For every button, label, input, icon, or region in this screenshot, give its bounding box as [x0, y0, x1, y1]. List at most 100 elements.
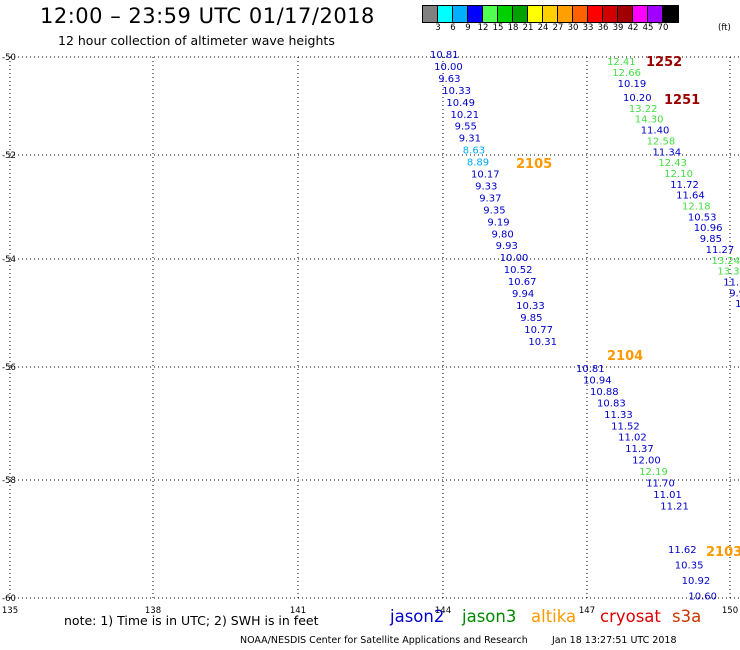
latitude-label: -58 [2, 476, 16, 486]
scale-label: 30 [567, 23, 579, 33]
pass-2104: 10.8110.9410.8810.8311.3311.5211.0211.37… [576, 349, 689, 512]
scale-swatch [423, 6, 438, 22]
wave-height-reading: 12.00 [632, 456, 661, 467]
footer-note: note: 1) Time is in UTC; 2) SWH is in fe… [64, 613, 319, 628]
scale-swatch [453, 6, 468, 22]
wave-height-reading: 9.94 [512, 289, 534, 300]
scale-label: 45 [642, 23, 654, 33]
scale-label: 27 [552, 23, 564, 33]
satellite-legend-jason3: jason3 [462, 607, 517, 626]
scale-label: 39 [612, 23, 624, 33]
wave-height-reading: 14.30 [635, 115, 664, 126]
wave-height-reading: 12.18 [682, 202, 711, 213]
scale-swatch [648, 6, 663, 22]
scale-label: 15 [492, 23, 504, 33]
wave-height-reading: 10.96 [694, 223, 723, 234]
longitude-label: 138 [145, 606, 161, 616]
wave-height-reading: 10.00 [434, 62, 463, 73]
scale-label: 3 [435, 23, 441, 33]
wave-height-reading: 9.9 [729, 288, 740, 299]
pass-1251: 10.2013.2214.3011.4012.5811.3412.4312.10… [623, 93, 740, 310]
scale-swatch [618, 6, 633, 22]
wave-height-reading: 13.22 [629, 104, 658, 115]
wave-height-reading: 10.77 [524, 325, 553, 336]
wave-height-reading: 10.49 [446, 98, 475, 109]
pass-id-label: 1252 [646, 55, 682, 70]
wave-height-reading: 11.21 [660, 501, 689, 512]
wave-height-reading: 10. [735, 299, 740, 310]
wave-height-reading: 10.19 [618, 79, 647, 90]
generation-timestamp: Jan 18 13:27:51 UTC 2018 [552, 635, 677, 646]
axis-labels: -50 -52 -54 -56 -58 -60 135 138 141 144 147 150 [2, 53, 738, 616]
scale-swatch [633, 6, 648, 22]
wave-height-reading: 10.92 [682, 576, 711, 587]
wave-height-reading: 10.52 [504, 265, 533, 276]
wave-height-reading: 12.41 [607, 57, 636, 68]
scale-swatch [558, 6, 573, 22]
longitude-label: 144 [435, 606, 451, 616]
latitude-label: -52 [2, 151, 16, 161]
scale-label: 18 [507, 23, 519, 33]
wave-height-reading: 11.52 [611, 421, 640, 432]
scale-swatch [573, 6, 588, 22]
pass-id-label: 2104 [607, 349, 643, 364]
lat-lon-grid [9, 56, 740, 599]
wave-height-reading: 11.70 [646, 479, 675, 490]
wave-height-color-scale [422, 5, 679, 23]
wave-height-reading: 9.31 [459, 134, 481, 145]
scale-label: 9 [465, 23, 471, 33]
scale-swatch [528, 6, 543, 22]
wave-height-reading: 11.62 [668, 545, 697, 556]
pass-id-label: 2103 [706, 545, 740, 560]
wave-height-reading: 12.66 [612, 68, 641, 79]
wave-height-reading: 10.60 [688, 592, 717, 603]
wave-height-reading: 11.40 [641, 126, 670, 137]
wave-height-reading: 11.84 [723, 277, 740, 288]
wave-height-reading: 12.43 [658, 158, 687, 169]
latitude-label: -56 [2, 363, 16, 373]
wave-height-reading: 11.72 [670, 180, 699, 191]
satellite-legend-cryosat: cryosat [600, 607, 661, 626]
map-title: 12:00 – 23:59 UTC 01/17/2018 [40, 4, 375, 28]
scale-swatch [513, 6, 528, 22]
longitude-label: 147 [579, 606, 595, 616]
wave-height-reading: 9.33 [475, 181, 497, 192]
map-subtitle: 12 hour collection of altimeter wave hei… [58, 33, 335, 48]
scale-label: 24 [537, 23, 549, 33]
pass-2103: 11.62 10.35 10.92 10.60 2103 [668, 545, 740, 603]
wave-height-reading: 10.21 [451, 110, 480, 121]
wave-height-reading: 11.27 [706, 245, 735, 256]
scale-swatch [438, 6, 453, 22]
wave-height-reading: 9.19 [487, 217, 509, 228]
satellite-tracks: 10.8110.009.6310.3310.4910.219.559.318.6… [430, 50, 740, 603]
wave-height-reading: 11.02 [618, 433, 647, 444]
wave-height-reading: 13.38 [717, 267, 740, 278]
pass-2105: 10.8110.009.6310.3310.4910.219.559.318.6… [430, 50, 557, 348]
footer-credit: NOAA/NESDIS Center for Satellite Applica… [240, 635, 528, 646]
scale-swatch [603, 6, 618, 22]
scale-label: 12 [477, 23, 489, 33]
wave-height-reading: 9.35 [483, 205, 505, 216]
wave-height-reading: 9.85 [700, 234, 722, 245]
scale-swatch [663, 6, 678, 22]
wave-height-reading: 10.35 [675, 561, 704, 572]
scale-swatch [468, 6, 483, 22]
wave-height-reading: 10.53 [688, 212, 717, 223]
scale-swatch [543, 6, 558, 22]
latitude-label: -50 [2, 53, 16, 63]
scale-label: 70 [657, 23, 669, 33]
scale-label: 33 [582, 23, 594, 33]
wave-height-reading: 10.33 [442, 86, 471, 97]
wave-height-reading: 12.58 [647, 136, 676, 147]
wave-height-reading: 12.19 [639, 467, 668, 478]
wave-height-reading: 11.33 [604, 410, 633, 421]
scale-label: 36 [597, 23, 609, 33]
wave-height-reading: 12.10 [664, 169, 693, 180]
wave-height-reading: 10.81 [430, 50, 459, 61]
satellite-legend-altika: altika [531, 607, 577, 626]
scale-label: 42 [627, 23, 639, 33]
color-scale-unit: (ft) [718, 23, 731, 33]
scale-swatch [498, 6, 513, 22]
